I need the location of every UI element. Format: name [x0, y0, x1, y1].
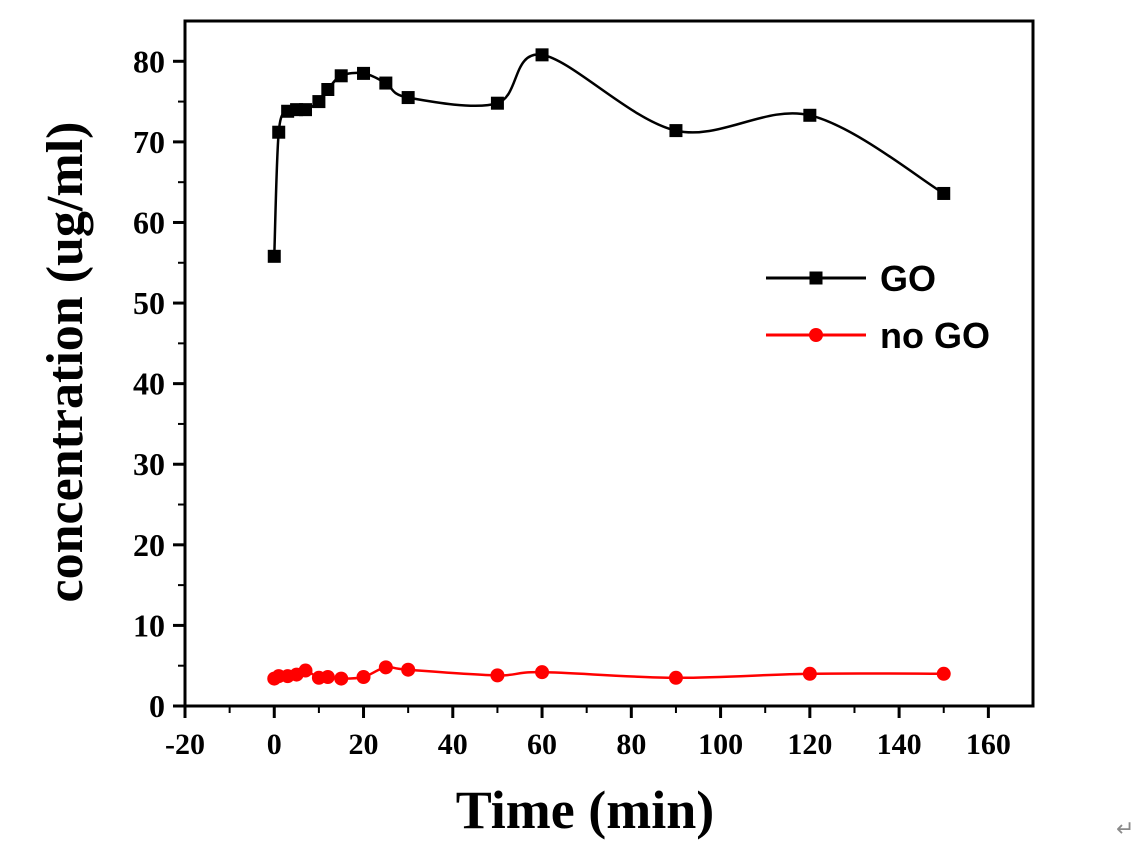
- x-tick-label: 80: [616, 728, 646, 761]
- legend-label-go: GO: [880, 258, 936, 299]
- x-tick-label: 120: [787, 728, 832, 761]
- corner-return-mark: ↵: [1116, 817, 1134, 842]
- x-tick-label: 100: [698, 728, 743, 761]
- legend: GO no GO: [766, 258, 990, 356]
- x-tick-label: 40: [438, 728, 468, 761]
- data-point-no-go: [668, 670, 683, 685]
- data-point-no-go: [356, 669, 371, 684]
- y-tick-label: 50: [133, 285, 165, 321]
- y-tick-label: 60: [133, 204, 165, 240]
- y-tick-label: 20: [133, 527, 165, 563]
- data-point-go: [379, 76, 393, 90]
- data-point-no-go: [298, 663, 313, 678]
- data-point-go: [321, 83, 335, 96]
- data-point-go: [312, 95, 326, 109]
- data-point-go: [401, 91, 415, 105]
- y-axis-tick-labels: 0 10 20 30 40 50 60 70 80: [133, 43, 165, 724]
- x-axis-ticks: [183, 706, 990, 718]
- data-point-go: [334, 69, 348, 83]
- data-point-go: [803, 108, 817, 122]
- data-point-go: [490, 96, 504, 110]
- data-point-no-go: [334, 671, 349, 686]
- data-point-go: [669, 124, 683, 138]
- y-tick-label: 0: [149, 688, 165, 724]
- legend-item-go: GO: [766, 258, 936, 299]
- data-point-go: [272, 125, 286, 139]
- data-point-no-go: [490, 668, 505, 683]
- series-markers: [267, 48, 951, 686]
- y-tick-label: 40: [133, 366, 165, 402]
- x-tick-label: 140: [877, 728, 922, 761]
- data-point-go: [535, 48, 549, 62]
- data-point-go: [937, 186, 951, 200]
- y-tick-label: 30: [133, 446, 165, 482]
- y-tick-label: 10: [133, 607, 165, 643]
- data-point-no-go: [401, 662, 416, 677]
- y-axis-ticks: [173, 59, 185, 708]
- series-curves: [273, 53, 945, 680]
- data-point-no-go: [802, 666, 817, 681]
- data-point-no-go: [378, 660, 393, 675]
- data-point-no-go: [320, 669, 335, 684]
- legend-label-no-go: no GO: [880, 315, 990, 356]
- y-tick-label: 80: [133, 43, 165, 79]
- x-tick-label: 160: [966, 728, 1011, 761]
- legend-marker-go: [809, 271, 823, 285]
- plot-frame: [183, 19, 1035, 708]
- x-axis-tick-labels: -20 0 20 40 60 80 100 120 140 160: [165, 728, 1011, 761]
- legend-marker-no-go: [809, 328, 823, 342]
- x-tick-label: -20: [165, 728, 205, 761]
- series-line-no-go: [273, 665, 944, 680]
- legend-item-no-go: no GO: [766, 315, 990, 356]
- data-point-no-go: [535, 665, 550, 680]
- y-axis-title: concentration (ug/ml): [37, 122, 94, 603]
- data-point-go: [357, 66, 371, 80]
- x-tick-label: 0: [267, 728, 282, 761]
- x-axis-title: Time (min): [456, 780, 714, 840]
- data-point-go: [299, 103, 313, 117]
- x-tick-label: 20: [349, 728, 379, 761]
- data-point-no-go: [936, 666, 951, 681]
- y-tick-label: 70: [133, 124, 165, 160]
- series-line-go: [273, 53, 945, 257]
- x-tick-label: 60: [527, 728, 557, 761]
- data-point-go: [267, 249, 281, 263]
